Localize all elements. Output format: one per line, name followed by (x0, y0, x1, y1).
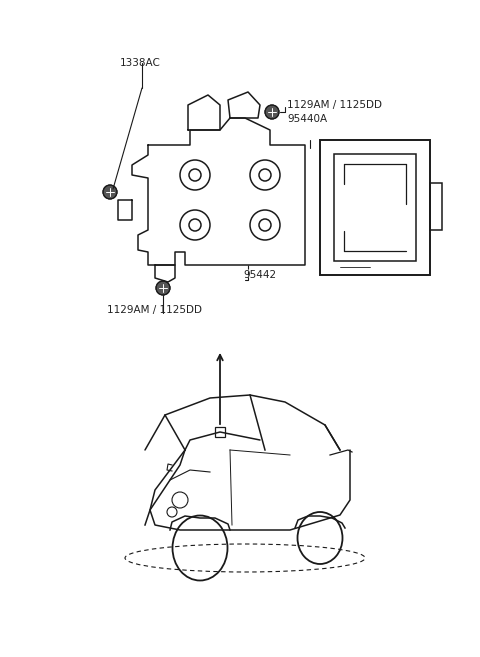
Text: 1338AC: 1338AC (120, 58, 161, 68)
Circle shape (156, 281, 170, 295)
Text: 1129AM / 1125DD: 1129AM / 1125DD (107, 305, 202, 315)
Text: 95440A: 95440A (287, 114, 327, 124)
Text: 95442: 95442 (243, 270, 276, 280)
Bar (430, 183, 442, 231)
Text: 1129AM / 1125DD: 1129AM / 1125DD (287, 100, 382, 110)
Circle shape (103, 185, 117, 199)
Bar (215, 427, 225, 437)
Bar (334, 154, 416, 261)
Circle shape (265, 105, 279, 119)
